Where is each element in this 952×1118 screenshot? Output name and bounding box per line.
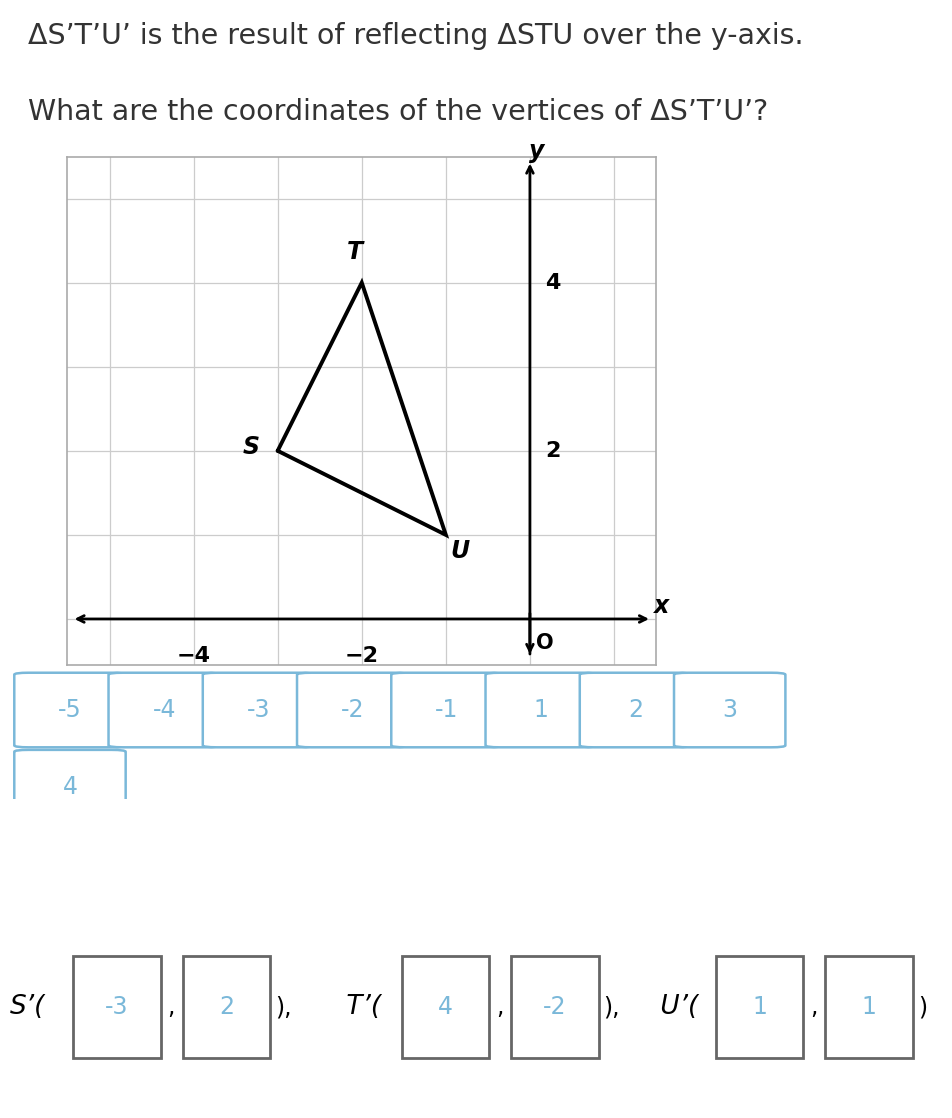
FancyBboxPatch shape: [297, 673, 408, 747]
Text: -2: -2: [544, 995, 566, 1018]
Text: -5: -5: [58, 698, 82, 722]
FancyBboxPatch shape: [511, 956, 599, 1058]
Text: 2: 2: [545, 440, 561, 461]
Text: -3: -3: [106, 995, 129, 1018]
Text: -1: -1: [435, 698, 459, 722]
Text: 4: 4: [63, 775, 77, 799]
Text: 1: 1: [862, 995, 877, 1018]
Text: S: S: [242, 435, 259, 458]
FancyBboxPatch shape: [14, 750, 126, 824]
FancyBboxPatch shape: [391, 673, 503, 747]
Text: ,: ,: [810, 995, 818, 1018]
FancyBboxPatch shape: [825, 956, 913, 1058]
FancyBboxPatch shape: [580, 673, 691, 747]
Text: S’(: S’(: [10, 994, 45, 1020]
Text: 4: 4: [545, 273, 561, 293]
Text: 2: 2: [219, 995, 234, 1018]
Text: -3: -3: [247, 698, 270, 722]
Text: ),: ),: [604, 995, 620, 1018]
Text: ,: ,: [168, 995, 175, 1018]
Text: 4: 4: [438, 995, 453, 1018]
Text: 2: 2: [628, 698, 643, 722]
Text: U: U: [450, 539, 469, 563]
Text: −4: −4: [177, 646, 210, 666]
Text: What are the coordinates of the vertices of ΔS’T’U’?: What are the coordinates of the vertices…: [29, 98, 768, 126]
Text: 3: 3: [723, 698, 737, 722]
Text: -4: -4: [152, 698, 176, 722]
Text: O: O: [536, 633, 554, 653]
Text: T: T: [347, 240, 363, 264]
FancyBboxPatch shape: [486, 673, 597, 747]
Text: y: y: [529, 140, 545, 163]
Text: ΔS’T’U’ is the result of reflecting ΔSTU over the y-axis.: ΔS’T’U’ is the result of reflecting ΔSTU…: [29, 22, 803, 50]
FancyBboxPatch shape: [109, 673, 220, 747]
FancyBboxPatch shape: [203, 673, 314, 747]
FancyBboxPatch shape: [402, 956, 489, 1058]
Text: -2: -2: [341, 698, 365, 722]
Text: ),: ),: [275, 995, 291, 1018]
Text: ,: ,: [496, 995, 504, 1018]
Text: T’(: T’(: [338, 994, 381, 1020]
Text: ): ): [918, 995, 927, 1018]
Text: x: x: [654, 595, 669, 618]
Text: 1: 1: [752, 995, 767, 1018]
FancyBboxPatch shape: [14, 673, 126, 747]
FancyBboxPatch shape: [73, 956, 161, 1058]
Text: U’(: U’(: [652, 994, 699, 1020]
FancyBboxPatch shape: [674, 673, 785, 747]
FancyBboxPatch shape: [716, 956, 803, 1058]
FancyBboxPatch shape: [183, 956, 270, 1058]
Text: 1: 1: [534, 698, 548, 722]
Text: −2: −2: [345, 646, 379, 666]
